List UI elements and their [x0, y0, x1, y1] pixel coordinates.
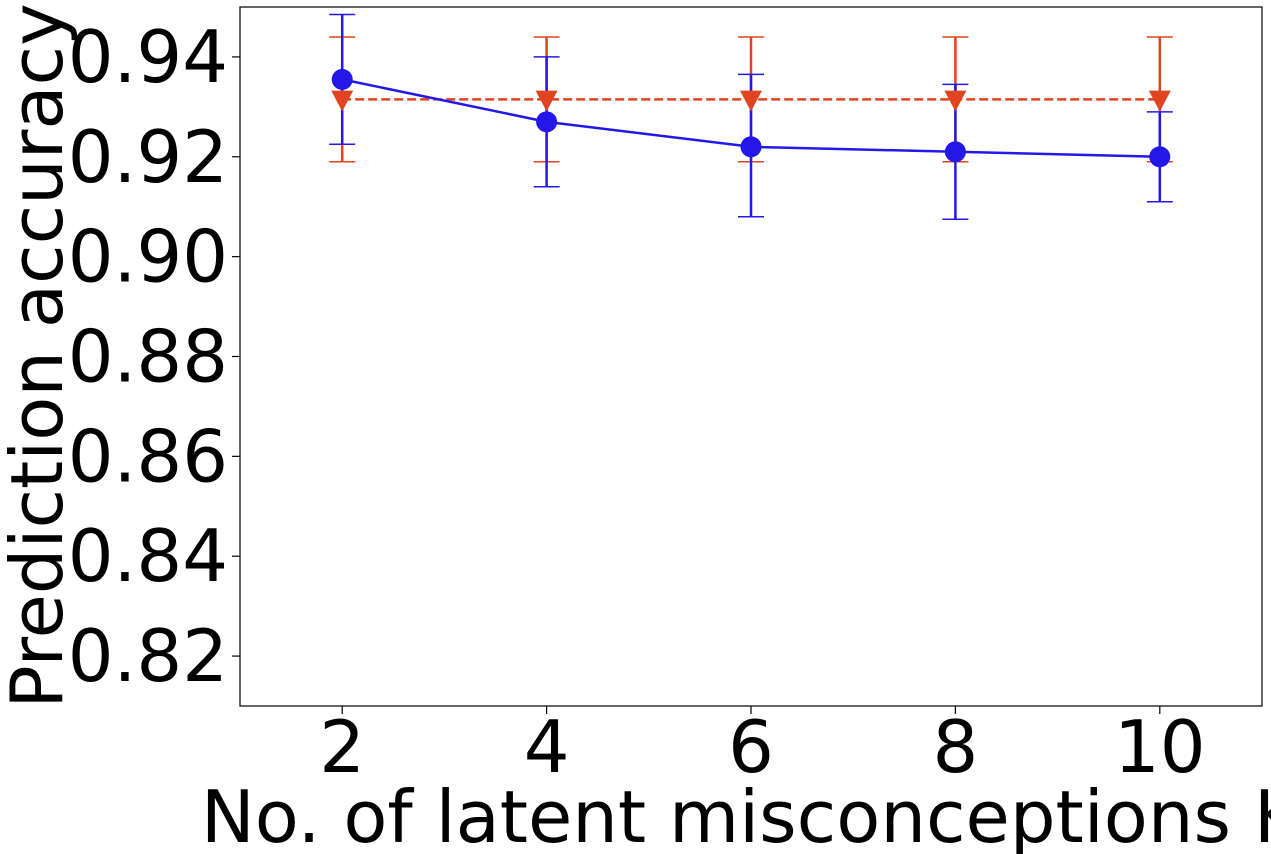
y-tick-label: 0.90	[68, 215, 228, 299]
data-point	[1148, 90, 1171, 112]
y-tick-label: 0.88	[68, 315, 228, 399]
y-tick-label: 0.92	[68, 115, 228, 199]
data-point	[535, 90, 558, 112]
series-layer	[329, 13, 1173, 220]
x-tick-label: 4	[524, 705, 570, 789]
data-point	[536, 111, 558, 133]
data-point	[1149, 146, 1171, 168]
y-tick-label: 0.82	[68, 614, 228, 698]
data-point	[740, 90, 762, 112]
data-point	[944, 141, 966, 163]
x-axis: 2 4 6 8 10	[319, 705, 1205, 789]
x-tick-label: 10	[1114, 705, 1206, 789]
data-point	[944, 90, 967, 112]
x-tick-label: 2	[319, 705, 365, 789]
y-axis-title: Prediction accuracy	[0, 3, 79, 708]
series-markers-1	[331, 90, 1171, 112]
x-tick-label: 8	[932, 705, 978, 789]
data-point	[331, 68, 353, 90]
y-axis: 0.82 0.84 0.86 0.88 0.90 0.92 0.94	[68, 15, 240, 698]
x-tick-label: 6	[728, 705, 774, 789]
y-tick-label: 0.84	[68, 514, 228, 598]
x-axis-title: No. of latent misconceptions K	[201, 775, 1271, 854]
y-tick-label: 0.94	[68, 15, 228, 99]
data-point	[740, 136, 762, 158]
y-tick-label: 0.86	[68, 414, 228, 498]
series-markers-0	[331, 68, 1171, 168]
data-point	[331, 90, 354, 112]
